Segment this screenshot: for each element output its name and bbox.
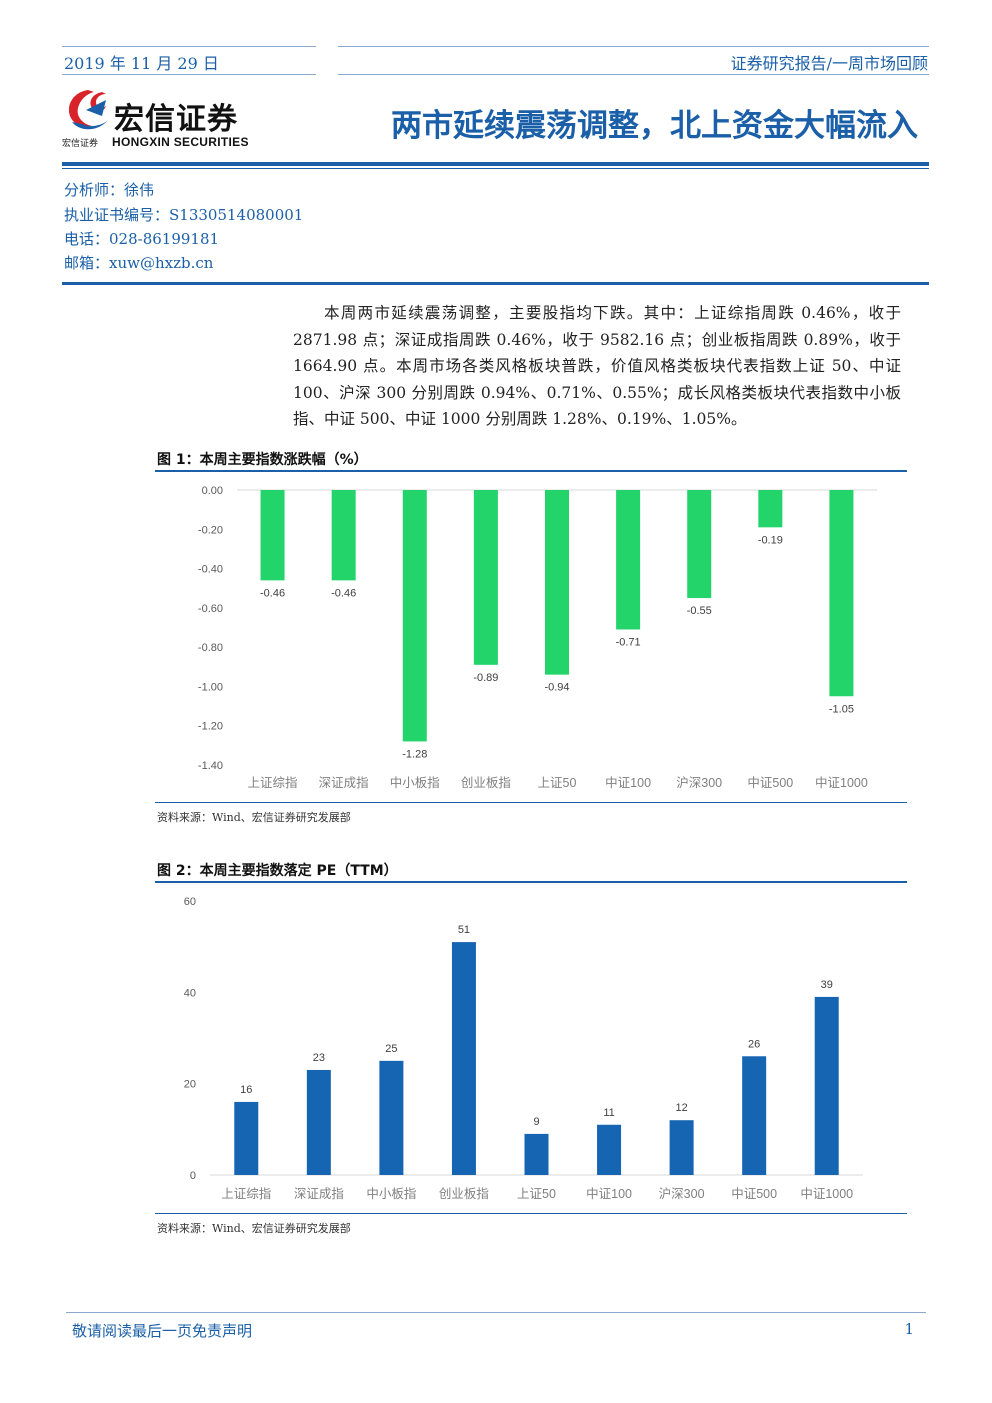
- header-rule-right-bottom: [338, 74, 929, 75]
- logo-english-name: HONGXIN SECURITIES: [112, 135, 249, 149]
- data-label: 12: [675, 1102, 687, 1114]
- header-rule-left-top: [62, 46, 316, 47]
- x-tick-label: 深证成指: [294, 1186, 344, 1201]
- bar-1: [234, 1101, 259, 1175]
- title-rule-thin: [62, 168, 929, 169]
- analyst-phone: 电话：028-86199181: [64, 230, 220, 248]
- data-label: 9: [533, 1116, 539, 1128]
- data-label: 23: [313, 1052, 325, 1064]
- analyst-name: 分析师：徐伟: [64, 181, 155, 199]
- y-tick-label: 0.00: [202, 485, 223, 497]
- data-label: -0.94: [544, 682, 569, 694]
- analyst-rule: [62, 282, 929, 285]
- x-tick-label: 中小板指: [390, 775, 440, 790]
- data-label: -1.28: [402, 748, 427, 760]
- bar-2: [306, 1069, 331, 1175]
- bar-1: [260, 490, 285, 581]
- y-tick-label: -0.80: [198, 642, 223, 654]
- x-tick-label: 中证1000: [800, 1186, 853, 1201]
- data-label: 51: [458, 924, 470, 936]
- data-label: -0.89: [473, 672, 498, 684]
- bar-8: [742, 1056, 767, 1175]
- data-label: -0.71: [616, 636, 641, 648]
- y-tick-label: 40: [184, 987, 196, 999]
- analyst-email[interactable]: 邮箱：xuw@hxzb.cn: [64, 254, 214, 272]
- bar-6: [597, 1124, 622, 1175]
- x-tick-label: 创业板指: [461, 775, 511, 790]
- report-type: 证券研究报告/一周市场回顾: [730, 54, 928, 73]
- bar-2: [331, 490, 356, 581]
- figure-2-rule-bottom: [155, 1213, 907, 1214]
- x-tick-label: 上证综指: [248, 775, 298, 790]
- x-tick-label: 中证500: [747, 775, 793, 790]
- data-label: -0.46: [331, 587, 356, 599]
- y-tick-label: 0: [190, 1170, 196, 1182]
- footer-disclaimer[interactable]: 敬请阅读最后一页免责声明: [72, 1322, 253, 1340]
- bar-6: [616, 490, 641, 630]
- bar-9: [829, 490, 854, 697]
- bar-8: [758, 490, 783, 528]
- logo-chinese-name: 宏信证券: [114, 102, 238, 137]
- y-tick-label: -0.20: [198, 524, 223, 536]
- logo-mark-icon: [68, 90, 108, 130]
- y-tick-label: 60: [184, 896, 196, 908]
- x-tick-label: 中证1000: [815, 775, 868, 790]
- x-tick-label: 上证50: [538, 776, 577, 790]
- y-tick-label: -0.60: [198, 603, 223, 615]
- figure-2-title: 图 2：本周主要指数落定 PE（TTM）: [157, 863, 398, 879]
- figure-1-chart: 0.00 -0.20 -0.40 -0.60 -0.80 -1.00 -1.20 -1.40 -…: [198, 485, 877, 790]
- data-label: 25: [385, 1043, 397, 1055]
- bar-4: [451, 942, 476, 1175]
- x-tick-label: 中证100: [586, 1186, 632, 1201]
- report-title: 两市延续震荡调整，北上资金大幅流入: [391, 108, 918, 144]
- bar-3: [402, 490, 427, 742]
- figure-1-rule-bottom: [155, 802, 907, 803]
- data-label: -0.46: [260, 587, 285, 599]
- title-rule-thick: [62, 162, 929, 166]
- header-rule-left-bottom: [62, 74, 316, 75]
- x-tick-label: 沪深300: [659, 1187, 705, 1201]
- x-tick-label: 上证50: [517, 1187, 556, 1201]
- summary-paragraph: 本周两市延续震荡调整，主要股指均下跌。其中：上证综指周跌 0.46%，收于 28…: [293, 304, 901, 428]
- x-tick-label: 中证100: [605, 775, 651, 790]
- logo-sub-name: 宏信证券: [62, 139, 99, 149]
- y-tick-label: -1.00: [198, 681, 223, 693]
- x-tick-label: 中小板指: [366, 1186, 416, 1201]
- header-rule-right-top: [338, 46, 929, 47]
- bar-5: [524, 1133, 549, 1175]
- figure-2-rule-top: [155, 881, 907, 883]
- bar-5: [545, 490, 569, 675]
- data-label: 16: [240, 1084, 252, 1096]
- x-tick-label: 创业板指: [439, 1186, 489, 1201]
- figure-2-chart: 0 20 40 60 16 上证综指 23 深证成指 25 中小板指 51 创业板指 9 上证50 11 中证…: [184, 896, 863, 1201]
- bar-9: [814, 996, 839, 1175]
- x-tick-label: 沪深300: [676, 776, 722, 790]
- x-tick-label: 中证500: [731, 1186, 777, 1201]
- bar-7: [669, 1120, 694, 1175]
- analyst-cert: 执业证书编号：S1330514080001: [64, 206, 304, 224]
- figure-2-source: 资料来源：Wind、宏信证券研究发展部: [157, 1222, 351, 1235]
- y-tick-label: -0.40: [198, 564, 223, 576]
- report-date: 2019 年 11 月 29 日: [64, 54, 219, 73]
- y-tick-label: 20: [184, 1079, 196, 1091]
- data-label: 26: [748, 1038, 760, 1050]
- figure-1-source: 资料来源：Wind、宏信证券研究发展部: [157, 811, 351, 824]
- figure-1-title: 图 1：本周主要指数涨跌幅（%）: [157, 452, 368, 468]
- data-label: -0.19: [758, 534, 783, 546]
- data-label: -1.05: [829, 703, 854, 715]
- y-tick-label: -1.20: [198, 721, 223, 733]
- page-number: 1: [904, 1320, 914, 1338]
- bar-4: [473, 490, 498, 665]
- y-tick-label: -1.40: [198, 760, 223, 772]
- x-tick-label: 上证综指: [221, 1186, 271, 1201]
- data-label: 39: [821, 979, 833, 991]
- footer-rule: [66, 1312, 926, 1313]
- x-tick-label: 深证成指: [319, 775, 369, 790]
- data-label: -0.55: [687, 605, 712, 617]
- bar-7: [687, 490, 712, 599]
- company-logo: 宏信证券 宏信证券 HONGXIN SECURITIES: [62, 86, 272, 152]
- bar-3: [379, 1060, 404, 1175]
- data-label: 11: [603, 1107, 614, 1119]
- figure-1-rule-top: [155, 470, 907, 472]
